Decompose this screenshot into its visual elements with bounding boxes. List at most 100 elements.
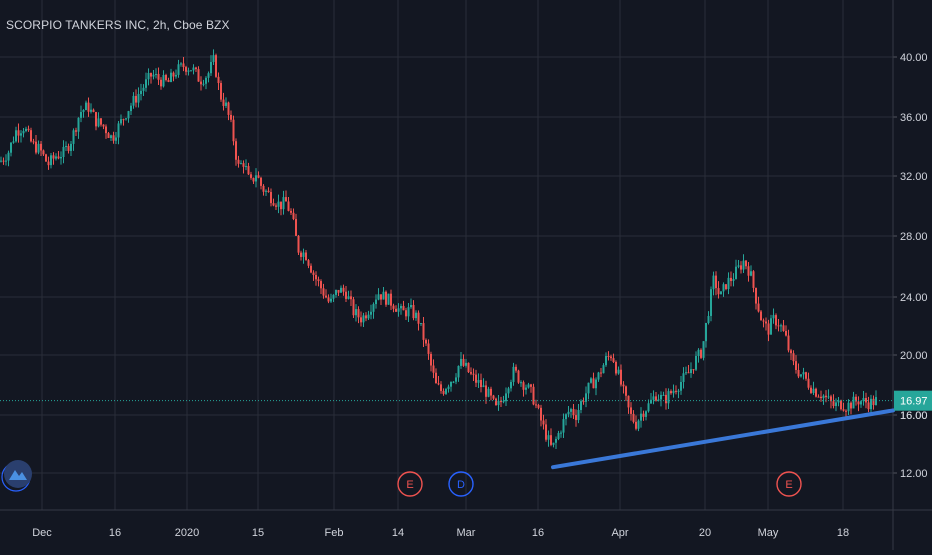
candle-body [282,197,285,210]
candle-body [440,384,442,391]
candle-body [487,388,490,397]
candle [177,59,180,78]
candle-body [702,341,705,358]
candle [790,348,792,360]
candle-body [250,174,252,178]
candle-body [367,314,370,319]
candle-body [87,102,90,112]
candle-body [437,383,440,385]
candle [167,77,170,83]
event-circle [448,471,474,497]
candle-body [70,143,72,151]
candle-body [597,372,600,380]
candle [330,293,332,304]
candle-body [357,309,360,318]
y-tick-label-partial: 16.00 [900,410,928,422]
candle-body [520,382,522,384]
candle-body [492,395,495,399]
candle-body [595,379,597,389]
candle-body [697,349,700,356]
candle-body [450,381,452,387]
candle-body [360,317,362,323]
candle-body [157,73,160,80]
candle [397,303,400,317]
candle-body [207,73,210,78]
candle [595,377,597,396]
candle-body [402,305,405,311]
candle [85,100,87,111]
candle [512,362,515,386]
candle [465,359,467,368]
candle-body [852,396,855,409]
candle-body [427,343,430,354]
candle-body [765,321,767,324]
candle-body [217,76,220,84]
candle-body [287,201,290,211]
candle-body [197,69,200,82]
candle-body [57,156,60,159]
candle [157,67,160,86]
candle-body [405,310,407,317]
candle-body [465,362,467,366]
candle-body [225,102,227,106]
candle [522,380,525,397]
candle-body [475,374,477,383]
candle [480,373,482,393]
candle [547,430,550,447]
candle-body [312,272,315,275]
candle-body [210,61,212,74]
candle [162,70,165,88]
dividend-marker[interactable]: D [448,471,474,497]
earnings-marker[interactable]: E [776,471,802,497]
candle-body [190,70,192,72]
candle-body [540,407,542,421]
candle [132,92,135,109]
candle [537,403,540,410]
candle [757,296,760,313]
candle [30,127,32,143]
candle [747,261,750,282]
candle-body [485,385,487,397]
candle-body [322,288,325,296]
candle-body [307,260,310,266]
candle [180,62,182,67]
candle-body [132,95,135,106]
candle-body [430,353,432,366]
candle [122,118,125,126]
candle-body [280,201,282,210]
candle-body [332,294,335,299]
earnings-marker[interactable]: E [397,471,423,497]
candle [67,143,70,154]
candle-body [122,119,125,121]
candle [187,67,190,76]
candle-body [647,403,650,412]
candle-body [747,266,750,276]
candle-body [397,308,400,312]
candle [300,250,302,261]
candle [387,293,390,305]
candle-body [715,275,717,289]
candle [240,160,242,165]
candle [220,80,222,102]
candle-body [400,305,402,309]
candle-body [482,385,485,388]
candle-body [40,143,42,151]
candle [682,367,685,389]
candle [830,394,832,409]
candle-body [602,365,605,374]
candle-body [755,287,757,304]
candle [820,390,822,402]
candle [867,396,870,413]
candle [97,112,100,128]
candle-body [165,75,167,81]
candle [590,377,592,384]
candle-body [502,401,505,403]
x-tick-label: 15 [252,527,264,539]
candle [705,322,707,348]
candle-body [425,339,427,344]
candle [165,73,167,82]
candle [805,371,807,381]
candle-body [350,296,352,300]
